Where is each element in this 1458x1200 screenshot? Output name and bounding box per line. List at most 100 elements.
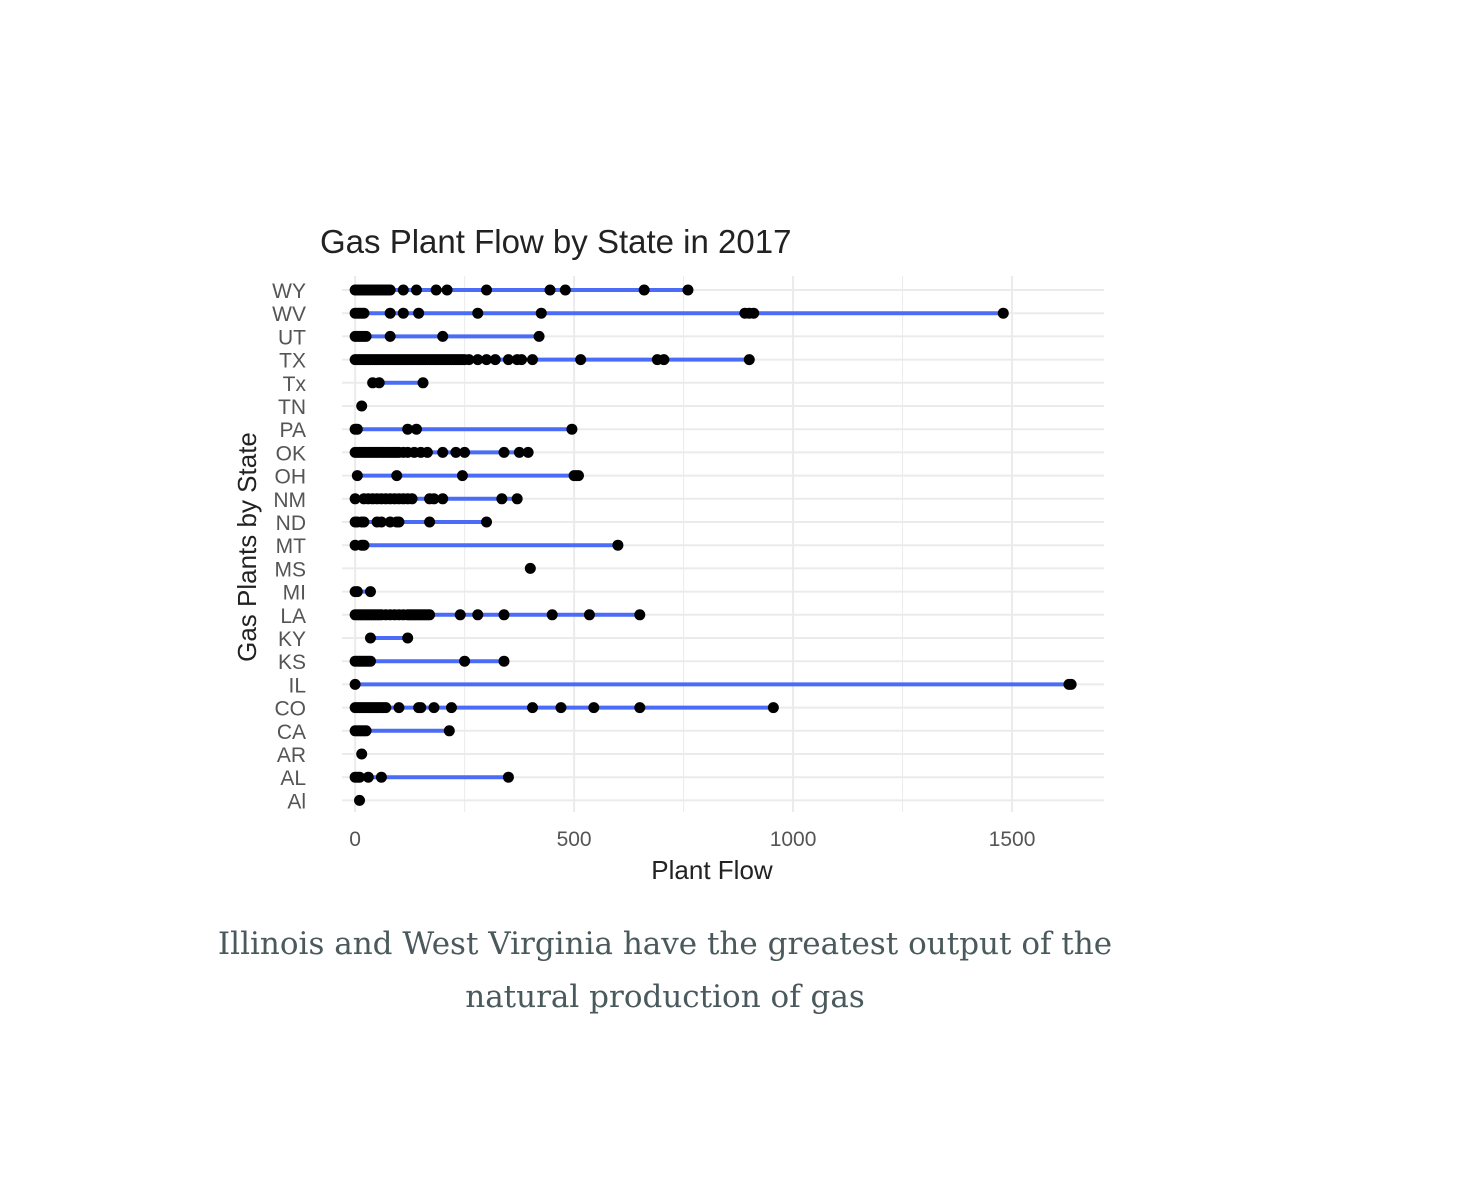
y-tick-labels: WYWVUTTXTxTNPAOKOHNMNDMTMSMILAKYKSILCOCA… xyxy=(272,280,306,813)
data-point xyxy=(502,354,514,366)
data-point xyxy=(588,702,600,714)
y-tick-label: TN xyxy=(278,396,306,419)
caption-line-2: natural production of gas xyxy=(465,979,865,1015)
data-point xyxy=(498,609,510,621)
y-tick-label: NM xyxy=(273,489,306,512)
y-tick-label: TX xyxy=(279,350,306,373)
data-point xyxy=(364,632,376,644)
y-tick-label: AR xyxy=(277,744,306,767)
data-point xyxy=(1065,678,1077,690)
data-point xyxy=(402,423,414,435)
y-tick-label: ND xyxy=(276,512,306,535)
data-point xyxy=(522,446,534,458)
data-point xyxy=(413,307,425,319)
data-point xyxy=(546,609,558,621)
data-point xyxy=(349,493,361,505)
x-tick-label: 1500 xyxy=(989,828,1036,851)
y-tick-label: UT xyxy=(278,326,306,349)
data-point xyxy=(566,423,578,435)
data-points xyxy=(349,284,1077,806)
y-tick-label: CA xyxy=(277,721,306,744)
data-point xyxy=(358,516,370,528)
data-point xyxy=(393,702,405,714)
data-point xyxy=(612,539,624,551)
data-point xyxy=(410,284,422,296)
data-point xyxy=(634,702,646,714)
data-point xyxy=(489,354,501,366)
data-point xyxy=(498,446,510,458)
data-point xyxy=(421,446,433,458)
data-point xyxy=(496,493,508,505)
data-point xyxy=(997,307,1009,319)
data-point xyxy=(364,586,376,598)
data-point xyxy=(481,284,493,296)
y-tick-label: MT xyxy=(276,535,306,558)
y-tick-label: KS xyxy=(278,651,306,674)
data-point xyxy=(351,470,363,482)
data-point xyxy=(767,702,779,714)
data-point xyxy=(424,516,436,528)
data-point xyxy=(516,354,528,366)
data-point xyxy=(358,307,370,319)
data-point xyxy=(445,702,457,714)
data-point xyxy=(402,632,414,644)
y-tick-label: OH xyxy=(275,466,307,489)
data-point xyxy=(502,771,514,783)
data-point xyxy=(356,400,368,412)
data-point xyxy=(375,516,387,528)
data-point xyxy=(351,586,363,598)
data-point xyxy=(450,446,462,458)
data-point xyxy=(524,562,536,574)
y-axis-label: Gas Plants by State xyxy=(232,432,262,662)
data-point xyxy=(513,446,525,458)
data-point xyxy=(572,470,584,482)
data-point xyxy=(397,307,409,319)
data-point xyxy=(481,354,493,366)
data-point xyxy=(430,284,442,296)
data-point xyxy=(375,771,387,783)
data-point xyxy=(417,377,429,389)
data-point xyxy=(391,470,403,482)
data-point xyxy=(443,725,455,737)
data-point xyxy=(362,771,374,783)
data-point xyxy=(354,794,366,806)
data-point xyxy=(364,655,376,667)
data-point xyxy=(555,702,567,714)
data-point xyxy=(397,284,409,296)
data-point xyxy=(498,655,510,667)
x-tick-labels: 0 500 1000 1500 xyxy=(349,828,1035,851)
y-tick-label: WV xyxy=(272,303,306,326)
y-tick-label: IL xyxy=(288,674,306,697)
data-point xyxy=(472,609,484,621)
data-point xyxy=(360,330,372,342)
data-point xyxy=(437,330,449,342)
data-point xyxy=(437,446,449,458)
data-point xyxy=(544,284,556,296)
data-point xyxy=(384,307,396,319)
y-tick-label: PA xyxy=(280,419,306,442)
x-axis-label: Plant Flow xyxy=(651,855,773,885)
data-point xyxy=(527,354,538,366)
data-point xyxy=(472,307,484,319)
range-lines xyxy=(353,288,1074,780)
data-point xyxy=(634,609,646,621)
data-point xyxy=(559,284,571,296)
y-tick-label: WY xyxy=(272,280,306,303)
y-tick-label: KY xyxy=(278,628,306,651)
y-tick-label: MI xyxy=(283,582,306,605)
data-point xyxy=(527,702,538,714)
data-point xyxy=(441,284,453,296)
data-point xyxy=(658,354,670,366)
data-point xyxy=(428,702,440,714)
caption-line-1: Illinois and West Virginia have the grea… xyxy=(217,926,1113,962)
data-point xyxy=(535,307,547,319)
data-point xyxy=(472,354,484,366)
data-point xyxy=(454,609,466,621)
y-tick-label: LA xyxy=(280,605,306,628)
data-point xyxy=(360,725,372,737)
data-point xyxy=(682,284,694,296)
data-point xyxy=(748,307,760,319)
y-tick-label: Tx xyxy=(283,373,307,396)
y-tick-label: AL xyxy=(280,767,306,790)
